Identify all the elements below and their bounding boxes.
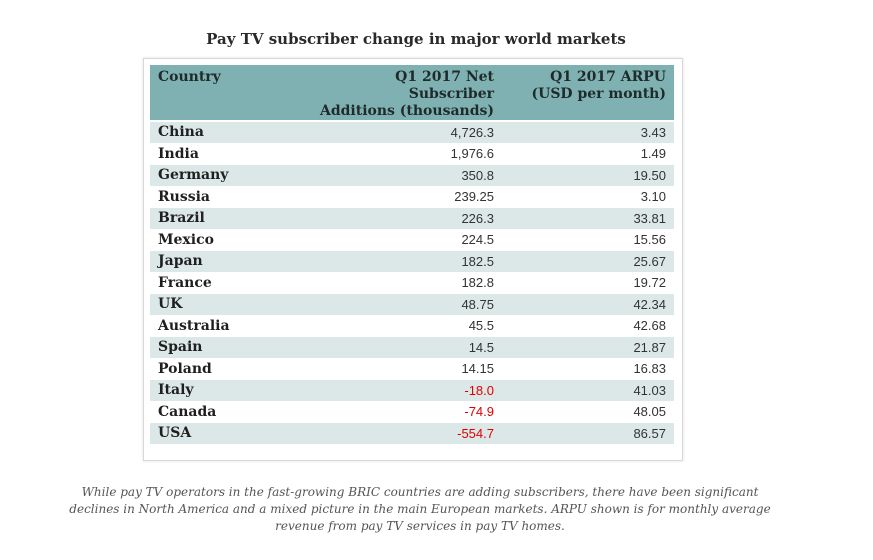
cell-arpu: 42.34 (502, 293, 674, 316)
cell-country: Italy (150, 379, 306, 402)
table-header-row: Country Q1 2017 Net Subscriber Additions… (150, 65, 674, 122)
cell-arpu: 1.49 (502, 143, 674, 165)
table-title: Pay TV subscriber change in major world … (206, 30, 626, 48)
cell-country: India (150, 143, 306, 165)
cell-arpu: 16.83 (502, 358, 674, 380)
cell-net-subscriber-additions: -74.9 (306, 401, 502, 423)
table-row: Brazil 226.3 33.81 (150, 207, 674, 230)
table-row: Japan 182.5 25.67 (150, 250, 674, 273)
cell-net-subscriber-additions: 182.5 (306, 250, 502, 273)
table-row: India 1,976.6 1.49 (150, 143, 674, 165)
cell-net-subscriber-additions: 4,726.3 (306, 121, 502, 144)
cell-arpu: 33.81 (502, 207, 674, 230)
caption-line-3: revenue from pay TV services in pay TV h… (275, 519, 565, 533)
table-row: Poland 14.15 16.83 (150, 358, 674, 380)
cell-net-subscriber-additions: 182.8 (306, 272, 502, 294)
caption-line-2: declines in North America and a mixed pi… (69, 502, 771, 516)
cell-arpu: 3.10 (502, 186, 674, 208)
table-body: China 4,726.3 3.43 India 1,976.6 1.49 Germany 3… (150, 121, 674, 445)
caption-line-1: While pay TV operators in the fast-growi… (81, 485, 759, 499)
cell-net-subscriber-additions: -554.7 (306, 422, 502, 445)
cell-net-subscriber-additions: 224.5 (306, 229, 502, 251)
cell-arpu: 21.87 (502, 336, 674, 359)
table-row: Canada -74.9 48.05 (150, 401, 674, 423)
header-arpu: Q1 2017 ARPU (USD per month) (502, 65, 674, 122)
table-row: France 182.8 19.72 (150, 272, 674, 294)
table-row: USA -554.7 86.57 (150, 422, 674, 445)
table-row: China 4,726.3 3.43 (150, 121, 674, 144)
table-caption: While pay TV operators in the fast-growi… (40, 484, 800, 535)
cell-arpu: 86.57 (502, 422, 674, 445)
table-row: Germany 350.8 19.50 (150, 164, 674, 187)
cell-net-subscriber-additions: 48.75 (306, 293, 502, 316)
cell-arpu: 48.05 (502, 401, 674, 423)
cell-country: Australia (150, 315, 306, 337)
cell-arpu: 19.50 (502, 164, 674, 187)
cell-country: Canada (150, 401, 306, 423)
cell-country: Spain (150, 336, 306, 359)
cell-net-subscriber-additions: 45.5 (306, 315, 502, 337)
header-country: Country (150, 65, 306, 122)
header-arpu-line2: (USD per month) (531, 86, 666, 102)
header-arpu-line1: Q1 2017 ARPU (550, 69, 666, 85)
header-net-subscriber-additions: Q1 2017 Net Subscriber Additions (thousa… (306, 65, 502, 122)
cell-net-subscriber-additions: 14.15 (306, 358, 502, 380)
cell-country: Poland (150, 358, 306, 380)
cell-net-subscriber-additions: 14.5 (306, 336, 502, 359)
cell-arpu: 19.72 (502, 272, 674, 294)
cell-net-subscriber-additions: -18.0 (306, 379, 502, 402)
table-row: Spain 14.5 21.87 (150, 336, 674, 359)
cell-country: China (150, 121, 306, 144)
cell-net-subscriber-additions: 1,976.6 (306, 143, 502, 165)
cell-arpu: 15.56 (502, 229, 674, 251)
header-country-label: Country (158, 69, 221, 85)
cell-net-subscriber-additions: 239.25 (306, 186, 502, 208)
cell-arpu: 3.43 (502, 121, 674, 144)
table-row: Russia 239.25 3.10 (150, 186, 674, 208)
cell-country: UK (150, 293, 306, 316)
table-row: UK 48.75 42.34 (150, 293, 674, 316)
cell-country: Germany (150, 164, 306, 187)
cell-arpu: 42.68 (502, 315, 674, 337)
cell-country: Russia (150, 186, 306, 208)
cell-country: France (150, 272, 306, 294)
cell-net-subscriber-additions: 226.3 (306, 207, 502, 230)
cell-arpu: 41.03 (502, 379, 674, 402)
cell-country: Japan (150, 250, 306, 273)
table-row: Australia 45.5 42.68 (150, 315, 674, 337)
cell-net-subscriber-additions: 350.8 (306, 164, 502, 187)
cell-arpu: 25.67 (502, 250, 674, 273)
header-subs-line2: Additions (thousands) (319, 103, 494, 119)
subscriber-table: Country Q1 2017 Net Subscriber Additions… (150, 65, 674, 445)
header-subs-line1: Q1 2017 Net Subscriber (395, 69, 494, 102)
cell-country: USA (150, 422, 306, 445)
table-row: Mexico 224.5 15.56 (150, 229, 674, 251)
cell-country: Mexico (150, 229, 306, 251)
table-row: Italy -18.0 41.03 (150, 379, 674, 402)
cell-country: Brazil (150, 207, 306, 230)
